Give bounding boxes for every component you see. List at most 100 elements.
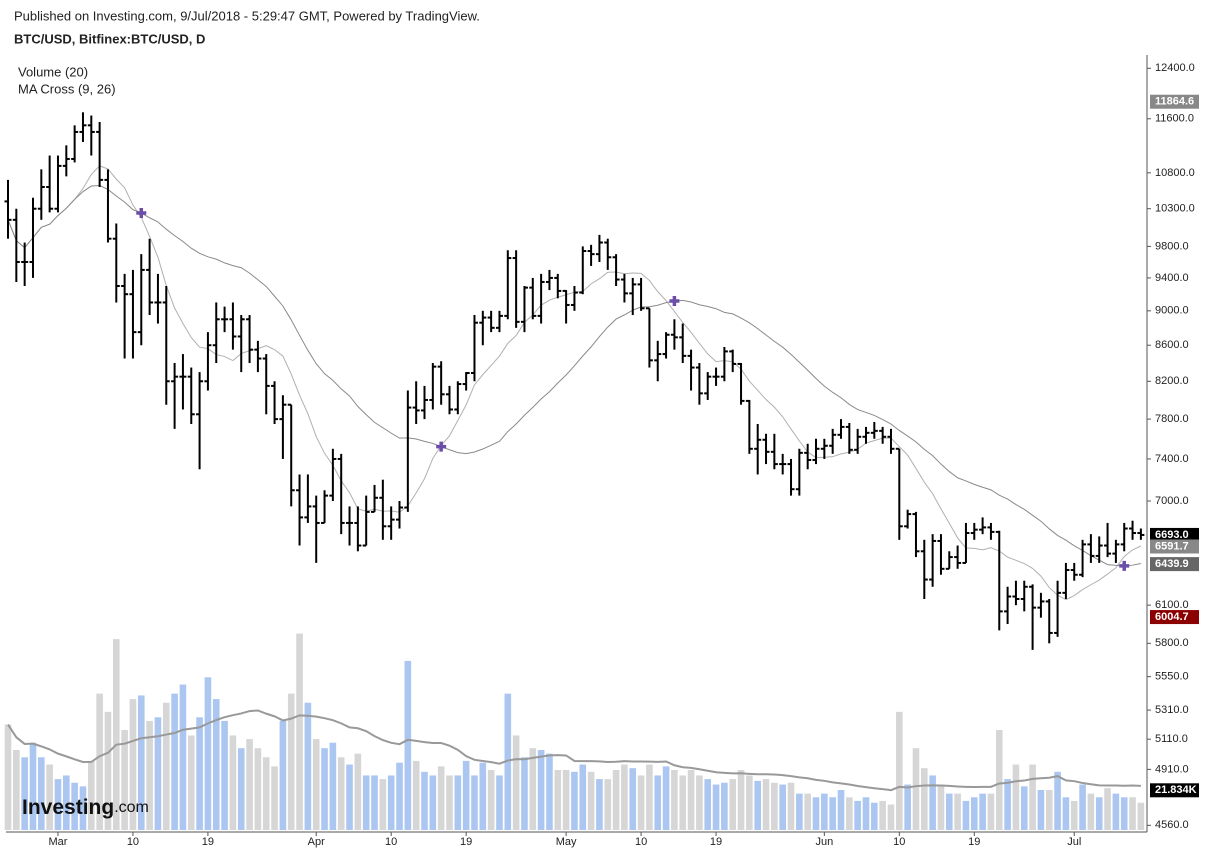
y-tick-label: 10800.0 xyxy=(1155,167,1195,179)
volume-bar xyxy=(746,775,753,830)
price-label: 6591.7 xyxy=(1155,540,1189,552)
y-tick-label: 9400.0 xyxy=(1155,272,1189,284)
indicator-label: Volume (20) xyxy=(18,64,88,79)
x-tick-label: Mar xyxy=(49,836,68,848)
volume-bar xyxy=(804,793,811,830)
volume-bar xyxy=(704,779,712,830)
volume-bar xyxy=(246,739,253,830)
x-tick-label: 10 xyxy=(385,836,397,848)
x-tick-label: 19 xyxy=(202,836,214,848)
volume-bar xyxy=(462,760,470,830)
volume-bar xyxy=(454,775,462,830)
volume-bar xyxy=(1037,790,1045,830)
volume-bar xyxy=(412,760,420,830)
volume-bar xyxy=(929,775,936,830)
volume-bar xyxy=(587,771,595,830)
volume-bar xyxy=(771,782,778,830)
volume-bar xyxy=(112,639,120,830)
price-label: 21.834K xyxy=(1155,784,1197,796)
y-tick-label: 7000.0 xyxy=(1155,495,1189,507)
volume-bar xyxy=(54,779,62,830)
logo: Investing.com xyxy=(22,796,149,819)
volume-bar xyxy=(88,760,95,830)
volume-bar xyxy=(479,762,487,830)
volume-bar xyxy=(304,702,312,830)
volume-bar xyxy=(437,766,445,830)
indicator-label: MA Cross (9, 26) xyxy=(18,81,116,96)
y-tick-label: 4560.0 xyxy=(1155,819,1189,831)
volume-bar xyxy=(212,699,220,830)
volume-bar xyxy=(471,775,478,830)
volume-bar xyxy=(837,790,845,830)
volume-bar xyxy=(571,771,578,830)
volume-bar xyxy=(954,793,961,830)
volume-bar xyxy=(1112,793,1120,830)
volume-bar xyxy=(404,660,412,830)
volume-bar xyxy=(579,764,587,830)
volume-bar xyxy=(937,784,945,830)
volume-bar xyxy=(654,775,662,830)
volume-bar xyxy=(296,633,303,830)
volume-bar xyxy=(221,720,228,830)
y-tick-label: 12400.0 xyxy=(1155,62,1195,74)
volume-bar xyxy=(1087,793,1095,830)
volume-bar xyxy=(1054,771,1061,830)
volume-bar xyxy=(529,748,537,830)
x-tick-label: 19 xyxy=(460,836,472,848)
volume-bar xyxy=(871,802,878,830)
volume-bar xyxy=(912,748,920,830)
volume-bar xyxy=(970,797,978,830)
axis-labels: 12400.0 11600.0 10800.0 10300.0 9800.0 9400.0… xyxy=(49,62,1199,848)
y-tick-label: 10300.0 xyxy=(1155,203,1195,215)
volume-bar xyxy=(1070,800,1078,830)
x-tick-label: Jun xyxy=(815,836,833,848)
x-tick-label: 10 xyxy=(893,836,905,848)
volume-bar xyxy=(796,793,803,830)
volume-bar xyxy=(146,720,153,830)
price-label-box xyxy=(1150,527,1199,542)
volume-bar xyxy=(38,757,45,830)
volume-bar xyxy=(279,720,287,830)
volume-bar xyxy=(63,775,70,830)
volume-bar xyxy=(104,711,112,830)
volume-bar xyxy=(137,695,145,830)
volume-ma-line xyxy=(7,709,1141,792)
volume-bar xyxy=(629,768,637,830)
volume-bar xyxy=(754,780,761,830)
volume-bar xyxy=(504,693,512,830)
volume-bar xyxy=(1045,790,1053,830)
y-tick-label: 4910.0 xyxy=(1155,763,1189,775)
price-label: 6004.7 xyxy=(1155,611,1189,623)
volume-bar xyxy=(487,770,495,830)
volume-bar xyxy=(554,770,562,830)
volume-bar xyxy=(1012,764,1020,830)
volume-bar xyxy=(779,784,786,830)
x-tick-label: 19 xyxy=(968,836,980,848)
volume-bar xyxy=(229,735,237,830)
volume-bar xyxy=(379,779,387,830)
volume-bar xyxy=(712,784,720,830)
y-tick-label: 5110.0 xyxy=(1155,733,1188,745)
y-tick-label: 6100.0 xyxy=(1155,599,1189,611)
ma-line xyxy=(7,165,1142,601)
volume-bar xyxy=(604,779,612,830)
volume-bar xyxy=(312,739,320,830)
volume-bar xyxy=(821,793,828,830)
volume-bar xyxy=(879,800,886,830)
volume-bar xyxy=(696,775,703,830)
volume-bar xyxy=(321,748,328,830)
volume-bar xyxy=(679,775,687,830)
volume-bar xyxy=(429,775,437,830)
volume-bar xyxy=(896,711,903,830)
volume-bar xyxy=(179,684,187,830)
y-tick-label: 5800.0 xyxy=(1155,637,1189,649)
volume-bar xyxy=(421,771,428,830)
volume-bar xyxy=(1004,779,1011,830)
volume-bar xyxy=(204,677,212,830)
ma-cross-marker xyxy=(436,441,447,452)
x-tick-label: May xyxy=(556,836,577,848)
volume-bar xyxy=(829,797,836,830)
volume-bar xyxy=(729,779,737,830)
volume-bar xyxy=(371,775,378,830)
